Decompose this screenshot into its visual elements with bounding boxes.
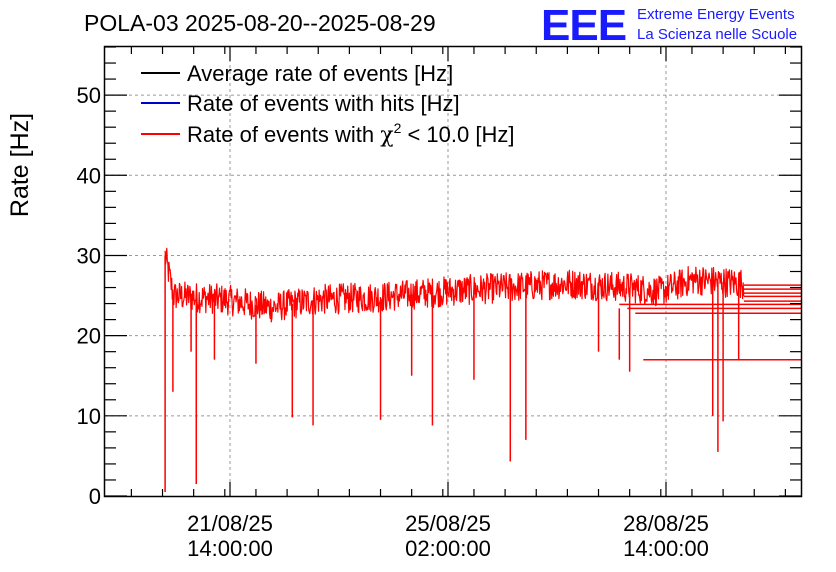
x-tick-labels: 21/08/2514:00:0025/08/2502:00:0028/08/25… bbox=[187, 511, 709, 561]
y-tick-label: 10 bbox=[77, 404, 101, 429]
x-tick-label-date: 28/08/25 bbox=[623, 511, 709, 536]
grid-lines bbox=[105, 47, 801, 496]
legend-label: Rate of events with hits [Hz] bbox=[187, 91, 460, 116]
x-tick-label-time: 14:00:00 bbox=[187, 536, 273, 561]
x-tick-label-time: 02:00:00 bbox=[405, 536, 491, 561]
y-tick-label: 20 bbox=[77, 324, 101, 349]
series-line bbox=[164, 247, 745, 323]
legend-label: Average rate of events [Hz] bbox=[187, 61, 453, 86]
y-tick-label: 50 bbox=[77, 83, 101, 108]
y-tick-label: 40 bbox=[77, 163, 101, 188]
plot-frame bbox=[103, 45, 803, 498]
eee-logo: EEE Extreme Energy Events La Scienza nel… bbox=[541, 1, 797, 50]
legend-label: Rate of events with χ2 < 10.0 [Hz] bbox=[187, 120, 514, 148]
legend: Average rate of events [Hz] Rate of event… bbox=[141, 61, 514, 148]
eee-logo-line2: La Scienza nelle Scuole bbox=[637, 26, 797, 43]
series-group bbox=[164, 247, 801, 492]
y-axis-label: Rate [Hz] bbox=[6, 113, 34, 217]
x-tick-label-time: 14:00:00 bbox=[623, 536, 709, 561]
x-tick-label-date: 21/08/25 bbox=[187, 511, 273, 536]
eee-logo-line1: Extreme Energy Events bbox=[637, 6, 795, 23]
x-tick-label-date: 25/08/25 bbox=[405, 511, 491, 536]
eee-logo-letters: EEE bbox=[541, 1, 626, 50]
chart-title: POLA-03 2025-08-20--2025-08-29 bbox=[84, 10, 436, 36]
y-tick-labels: 0 10 20 30 40 50 bbox=[77, 83, 101, 509]
y-tick-label: 0 bbox=[89, 484, 101, 509]
y-tick-label: 30 bbox=[77, 243, 101, 268]
